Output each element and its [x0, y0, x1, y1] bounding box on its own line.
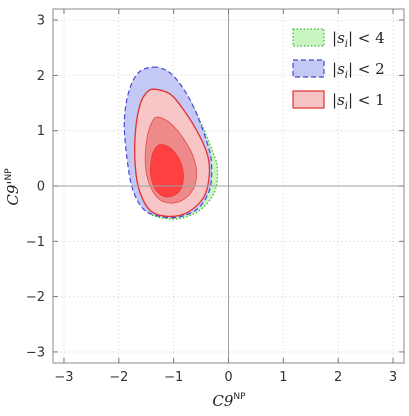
x-tick-label: −2: [109, 370, 128, 385]
y-tick-label: 1: [37, 124, 45, 139]
legend-rel: | < 1: [348, 91, 385, 109]
x-tick-label: 1: [279, 370, 287, 385]
y-tick-label: 2: [37, 69, 45, 84]
y-axis-title-sup: NP: [4, 168, 14, 181]
region-band-2: [150, 144, 184, 198]
y-axis-title-main: C9': [4, 181, 22, 206]
legend-sub: i: [345, 101, 348, 112]
x-tick-label: −1: [164, 370, 183, 385]
axes: [53, 9, 404, 363]
legend-var: s: [337, 29, 345, 47]
x-axis-title: C9NP: [212, 392, 246, 410]
legend-swatch-2: [292, 90, 325, 109]
legend-var: s: [337, 91, 345, 109]
legend-swatch-1: [292, 59, 325, 78]
legend-bar-open: |: [332, 91, 337, 109]
legend-sub: i: [345, 70, 348, 81]
legend-rel: | < 4: [348, 29, 385, 47]
legend-var: s: [337, 60, 345, 78]
y-tick-label: −3: [26, 345, 45, 360]
y-tick-label: 3: [37, 14, 45, 29]
legend-label-1: |si| < 2: [332, 60, 385, 81]
x-tick-label: 2: [334, 370, 342, 385]
y-tick-label: −2: [26, 290, 45, 305]
legend-label-0: |si| < 4: [332, 29, 385, 50]
legend-rel: | < 2: [348, 60, 385, 78]
x-tick-label: −3: [54, 370, 73, 385]
legend-label-2: |si| < 1: [332, 91, 385, 112]
x-tick-label: 3: [389, 370, 397, 385]
legend-bar-open: |: [332, 60, 337, 78]
y-tick-label: −1: [26, 235, 45, 250]
x-axis-title-sup: NP: [233, 392, 246, 402]
ticks: −3 −2 −1 0 1 2 3 −3 −2 −1 0 1 2 3: [26, 9, 404, 385]
legend: |si| < 4|si| < 2|si| < 1: [292, 28, 385, 112]
legend-swatch-0: [292, 28, 325, 47]
y-axis-title: C9'NP: [4, 168, 22, 206]
x-tick-label: 0: [224, 370, 232, 385]
y-tick-label: 0: [37, 180, 45, 195]
legend-sub: i: [345, 39, 348, 50]
contour-regions: [123, 66, 219, 220]
legend-bar-open: |: [332, 29, 337, 47]
x-axis-title-main: C9: [212, 392, 233, 410]
